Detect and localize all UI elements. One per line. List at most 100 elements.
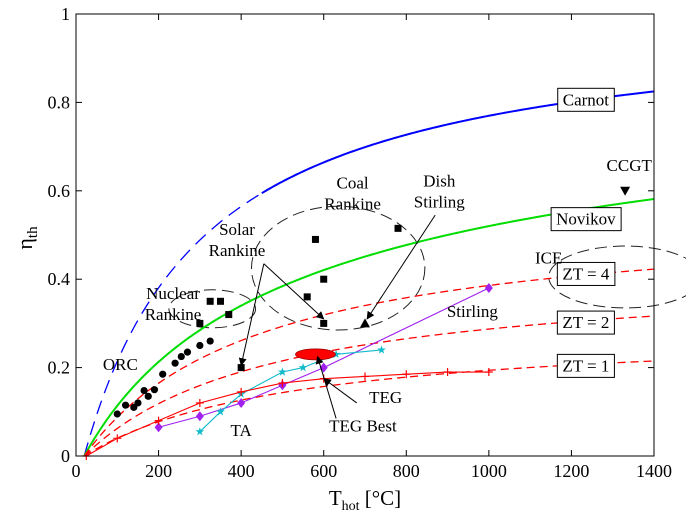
- series-solar-rankine: [237, 364, 245, 372]
- annotation-line: TEG Best: [329, 417, 397, 436]
- y-tick-label-0: 0: [61, 446, 70, 466]
- point-ccgt-0: [620, 186, 631, 196]
- curve-carnot-1: [83, 192, 263, 457]
- point-orc-3: [134, 399, 142, 407]
- series-line-stirling: [158, 287, 490, 428]
- annotation-ta: TA: [230, 421, 252, 440]
- annotation-coal-rankine: Coal Rankine: [324, 174, 381, 214]
- series-ccgt: [620, 186, 631, 196]
- annotation-arrow-2: [366, 214, 436, 320]
- point-teg-1: [113, 434, 122, 443]
- x-tick-label-7: 1400: [636, 461, 672, 481]
- curve-label-text-novikov: Novikov: [556, 210, 616, 229]
- series-line-teg: [86, 371, 489, 457]
- y-axis-label-main: η: [12, 238, 37, 250]
- curve-label-carnot: Carnot: [557, 87, 615, 112]
- annotation-teg: TEG: [369, 388, 402, 407]
- annotation-line: Rankine: [324, 195, 381, 214]
- annotation-line: Rankine: [145, 305, 202, 324]
- plot-frame: [75, 13, 655, 457]
- annotation-arrow-0: [238, 263, 265, 367]
- annotation-arrow-4: [315, 355, 337, 419]
- point-orc-5: [144, 392, 152, 400]
- point-orc-4: [140, 386, 148, 395]
- point-teg-5: [278, 379, 287, 388]
- annotation-line: Solar: [219, 220, 255, 239]
- point-teg-8: [402, 370, 411, 379]
- y-tick-label-3: 0.6: [48, 181, 71, 201]
- point-stirling-5: [484, 283, 493, 294]
- point-orc-12: [206, 337, 214, 345]
- point-ta-5: [331, 349, 341, 359]
- y-tick-label-5: 1: [61, 4, 70, 24]
- y-axis-label-sub: th: [25, 226, 41, 238]
- point-coal-rankine-1: [311, 235, 319, 243]
- y-tick-label-2: 0.4: [48, 269, 71, 289]
- point-coal-rankine-4: [394, 224, 402, 232]
- point-teg-4: [237, 387, 246, 396]
- point-teg-2: [154, 416, 163, 425]
- y-tick-label-1: 0.2: [48, 358, 71, 378]
- x-tick-label-0: 0: [72, 461, 81, 481]
- curve-label-box-zt-4: [556, 261, 616, 286]
- annotation-solar-rankine: Solar Rankine: [209, 220, 266, 260]
- curve-label-text-zt-2: ZT = 2: [562, 313, 609, 332]
- point-orc-9: [177, 352, 185, 361]
- annotation-line: TA: [230, 421, 252, 440]
- curve-label-text-carnot: Carnot: [563, 90, 610, 109]
- point-dish-stirling-0: [360, 318, 370, 328]
- curve-label-novikov: Novikov: [550, 207, 622, 232]
- point-orc-6: [150, 386, 159, 394]
- point-coal-rankine-2: [320, 275, 328, 283]
- point-orc-0: [113, 410, 121, 418]
- annotation-line: Dish: [423, 171, 456, 190]
- annotation-line: Nuclear: [146, 284, 200, 303]
- series-dish-stirling: [360, 318, 370, 328]
- annotation-line: ICE: [535, 249, 562, 268]
- point-teg-9: [443, 368, 452, 377]
- annotation-arrow-3: [323, 378, 358, 404]
- x-tick-label-3: 600: [310, 461, 337, 481]
- curve-label-zt-4: ZT = 4: [556, 261, 616, 286]
- point-teg-7: [361, 372, 369, 381]
- region-ice-region: [548, 245, 686, 309]
- series-nuclear-rankine: [196, 297, 233, 327]
- series-stirling: [154, 283, 493, 433]
- point-orc-8: [171, 359, 179, 367]
- x-tick-label-5: 1000: [471, 461, 507, 481]
- point-orc-7: [159, 370, 167, 378]
- curve-label-box-zt-2: [556, 310, 615, 335]
- annotation-line: ORC: [103, 355, 138, 374]
- point-nuclear-rankine-1: [206, 297, 214, 305]
- curve-label-text-zt-4: ZT = 4: [562, 264, 610, 283]
- point-ta-6: [377, 345, 386, 354]
- annotation-ice: ICE: [535, 249, 562, 268]
- point-solar-rankine-0: [237, 364, 245, 372]
- point-stirling-1: [195, 411, 204, 422]
- point-coal-rankine-0: [303, 293, 311, 301]
- point-teg-10: [484, 368, 493, 377]
- point-nuclear-rankine-0: [196, 319, 204, 327]
- series-teg: [82, 368, 493, 460]
- annotation-arrow-1: [263, 263, 325, 320]
- x-tick-label-6: 1200: [553, 461, 589, 481]
- point-coal-rankine-3: [320, 319, 328, 327]
- y-tick-label-4: 0.8: [48, 92, 71, 112]
- annotation-nuclear-rankine: Nuclear Rankine: [145, 284, 202, 324]
- annotation-line: Coal: [337, 174, 369, 193]
- x-axis-label-main: T: [329, 486, 342, 510]
- annotation-line: Stirling: [447, 302, 499, 321]
- point-nuclear-rankine-2: [217, 297, 224, 305]
- x-axis-label: Thot [°C]: [329, 486, 401, 514]
- annotation-teg-best: TEG Best: [329, 417, 397, 436]
- series-coal-rankine: [303, 224, 402, 327]
- curve-label-box-carnot: [557, 87, 615, 112]
- point-ta-4: [298, 363, 308, 372]
- curve-label-box-novikov: [550, 207, 622, 232]
- series-orc: [113, 337, 214, 418]
- x-tick-label-2: 400: [228, 461, 255, 481]
- point-stirling-0: [154, 422, 163, 433]
- x-tick-label-4: 800: [393, 461, 420, 481]
- x-axis-label-sub: hot: [342, 499, 360, 514]
